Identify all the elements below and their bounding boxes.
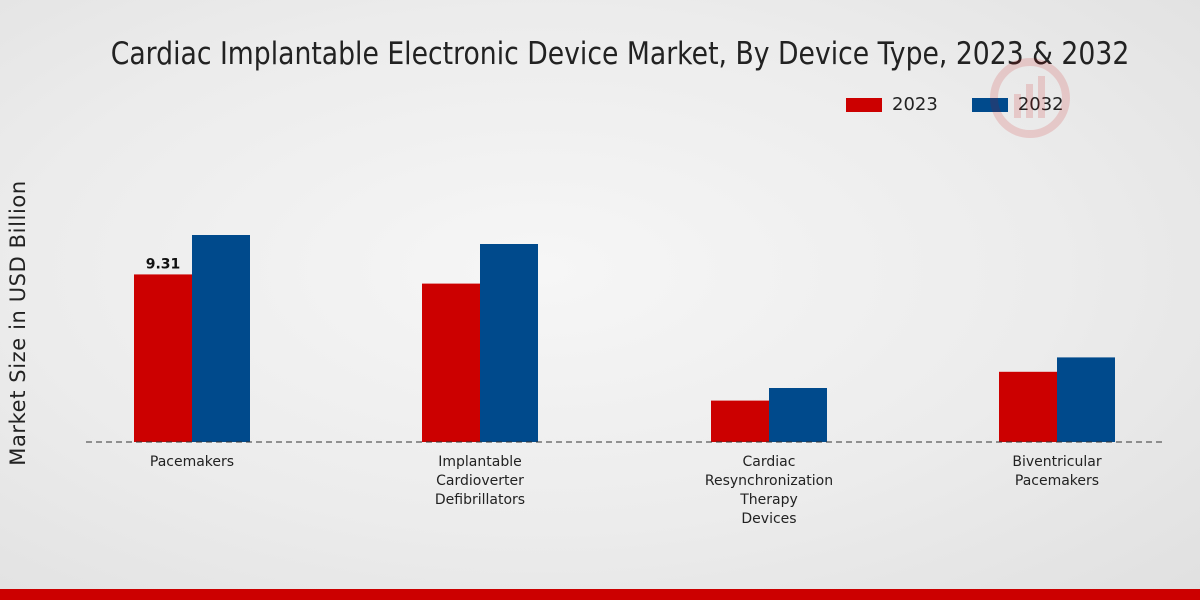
bar-2032-2 bbox=[769, 388, 827, 442]
bar-2032-0 bbox=[192, 235, 250, 442]
x-tick-label-line: Cardioverter bbox=[436, 473, 524, 489]
x-tick-label-0: Pacemakers bbox=[150, 454, 234, 470]
bar-2032-3 bbox=[1057, 357, 1115, 442]
data-label-0: 9.31 bbox=[146, 256, 181, 272]
bar-2023-0 bbox=[134, 274, 192, 442]
bar-2032-1 bbox=[480, 244, 538, 442]
x-tick-label-line: Biventricular bbox=[1012, 454, 1101, 470]
legend-item-2032: 2032 bbox=[971, 94, 1064, 115]
legend-label-2032: 2032 bbox=[1018, 94, 1064, 115]
x-tick-label-line: Resynchronization bbox=[705, 473, 833, 489]
legend: 2023 2032 bbox=[846, 94, 1098, 115]
bar-2023-3 bbox=[999, 371, 1057, 442]
x-tick-label-line: Implantable bbox=[438, 454, 521, 470]
legend-label-2023: 2023 bbox=[892, 94, 938, 115]
legend-swatch-2032 bbox=[971, 97, 1008, 112]
legend-item-2023: 2023 bbox=[846, 94, 938, 115]
bar-2023-1 bbox=[422, 283, 480, 442]
watermark-logo-icon bbox=[990, 58, 1070, 138]
x-tick-label-line: Defibrillators bbox=[435, 492, 525, 508]
x-tick-label-line: Pacemakers bbox=[1015, 473, 1099, 489]
legend-swatch-2023 bbox=[846, 97, 882, 112]
x-tick-label-line: Cardiac bbox=[743, 454, 796, 470]
x-tick-label-line: Pacemakers bbox=[150, 454, 234, 470]
bottom-accent-bar bbox=[0, 589, 1200, 600]
bar-2023-2 bbox=[711, 400, 769, 442]
x-tick-label-line: Therapy bbox=[739, 492, 798, 508]
x-tick-label-1: Implantable Cardioverter Defibrillators bbox=[435, 454, 525, 508]
x-tick-label-3: Biventricular Pacemakers bbox=[1012, 454, 1101, 489]
x-tick-label-line: Devices bbox=[741, 511, 796, 527]
chart-title: Cardiac Implantable Electronic Device Ma… bbox=[110, 36, 1130, 72]
x-tick-label-2: Cardiac Resynchronization Therapy Devices bbox=[705, 454, 833, 527]
